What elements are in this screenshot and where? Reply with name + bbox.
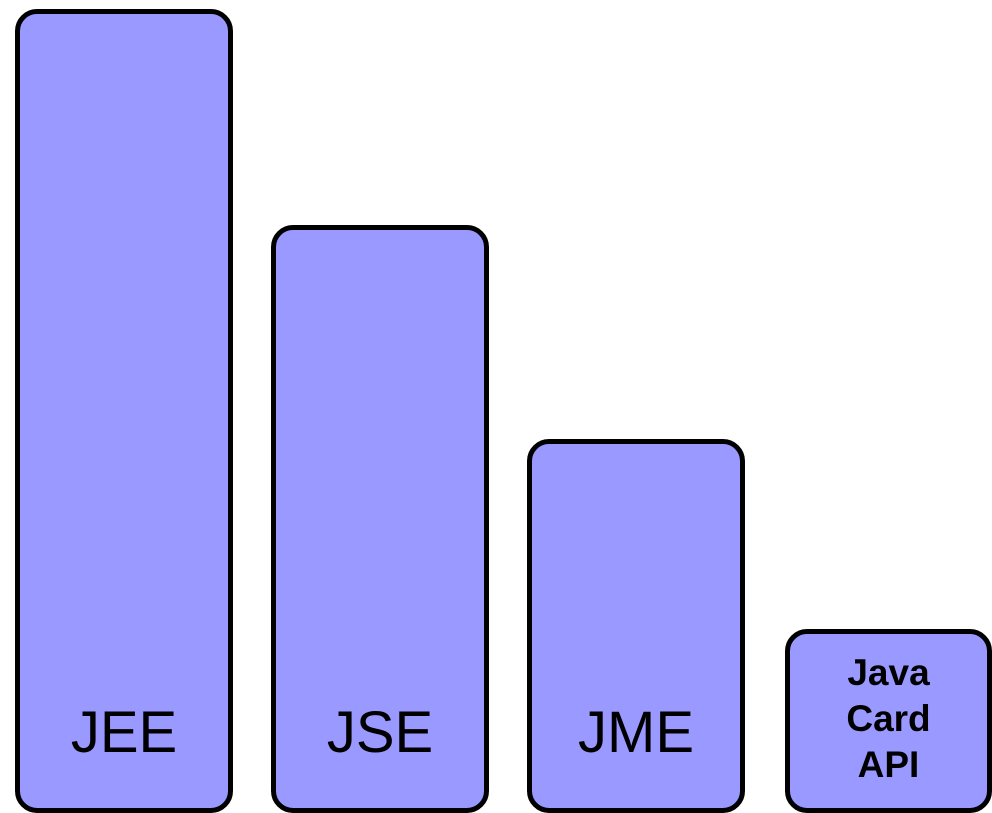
java-card-api-label-line-1: Java bbox=[847, 652, 930, 693]
jee-label-text: JEE bbox=[70, 700, 178, 765]
java-card-api-label: Java Card API bbox=[846, 650, 930, 808]
jse-label-text: JSE bbox=[326, 700, 434, 765]
jme-block: JME bbox=[527, 439, 745, 813]
jse-block: JSE bbox=[271, 225, 489, 813]
java-card-api-label-line-2: Card bbox=[846, 698, 931, 739]
jse-label: JSE bbox=[327, 704, 433, 808]
jee-label: JEE bbox=[71, 704, 177, 808]
jme-label-text: JME bbox=[578, 700, 694, 765]
java-card-api-block: Java Card API bbox=[785, 629, 992, 813]
jme-label: JME bbox=[578, 704, 694, 808]
java-card-api-label-line-3: API bbox=[857, 744, 920, 785]
jee-block: JEE bbox=[15, 9, 233, 813]
